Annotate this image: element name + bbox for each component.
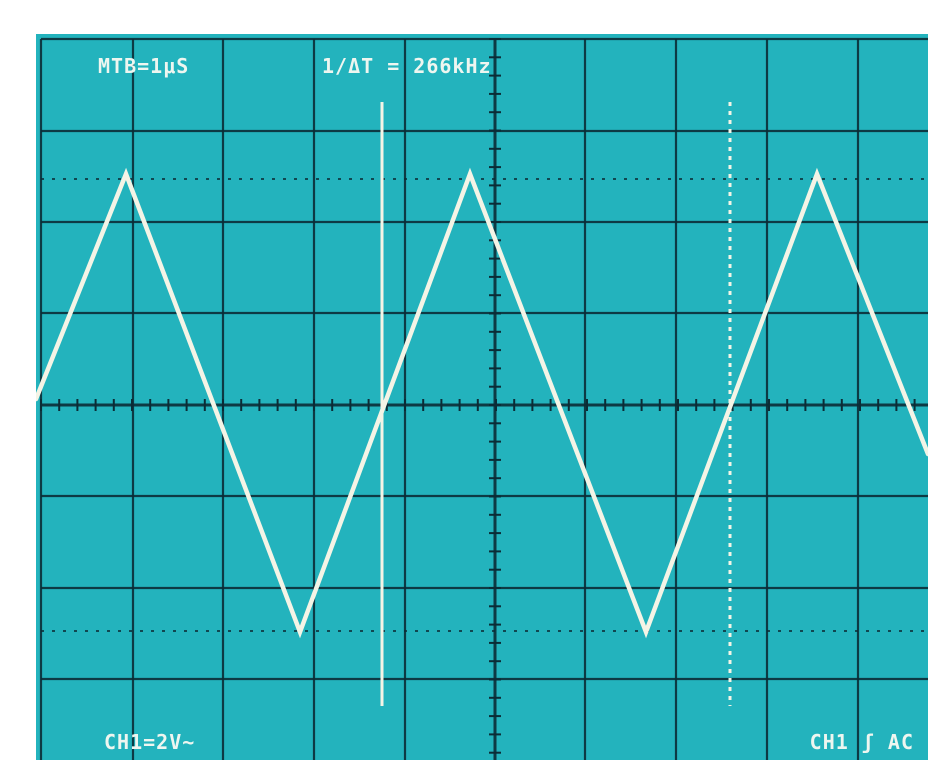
scope-display: [36, 37, 928, 760]
triangle-waveform: [36, 167, 928, 639]
trigger-readout: CH1 ʃ AC: [809, 730, 914, 754]
graticule: [39, 37, 928, 760]
channel-scale-readout: CH1=2V~: [104, 730, 196, 754]
timebase-readout: MTB=1μS: [98, 54, 190, 78]
frequency-readout: 1/ΔT = 266kHz: [322, 54, 492, 78]
reference-dotted-lines: [41, 178, 928, 632]
waveform-trace: [36, 167, 928, 639]
oscilloscope-screen: MTB=1μS 1/ΔT = 266kHz CH1=2V~ CH1 ʃ AC: [36, 34, 928, 760]
time-cursors[interactable]: [380, 102, 732, 706]
